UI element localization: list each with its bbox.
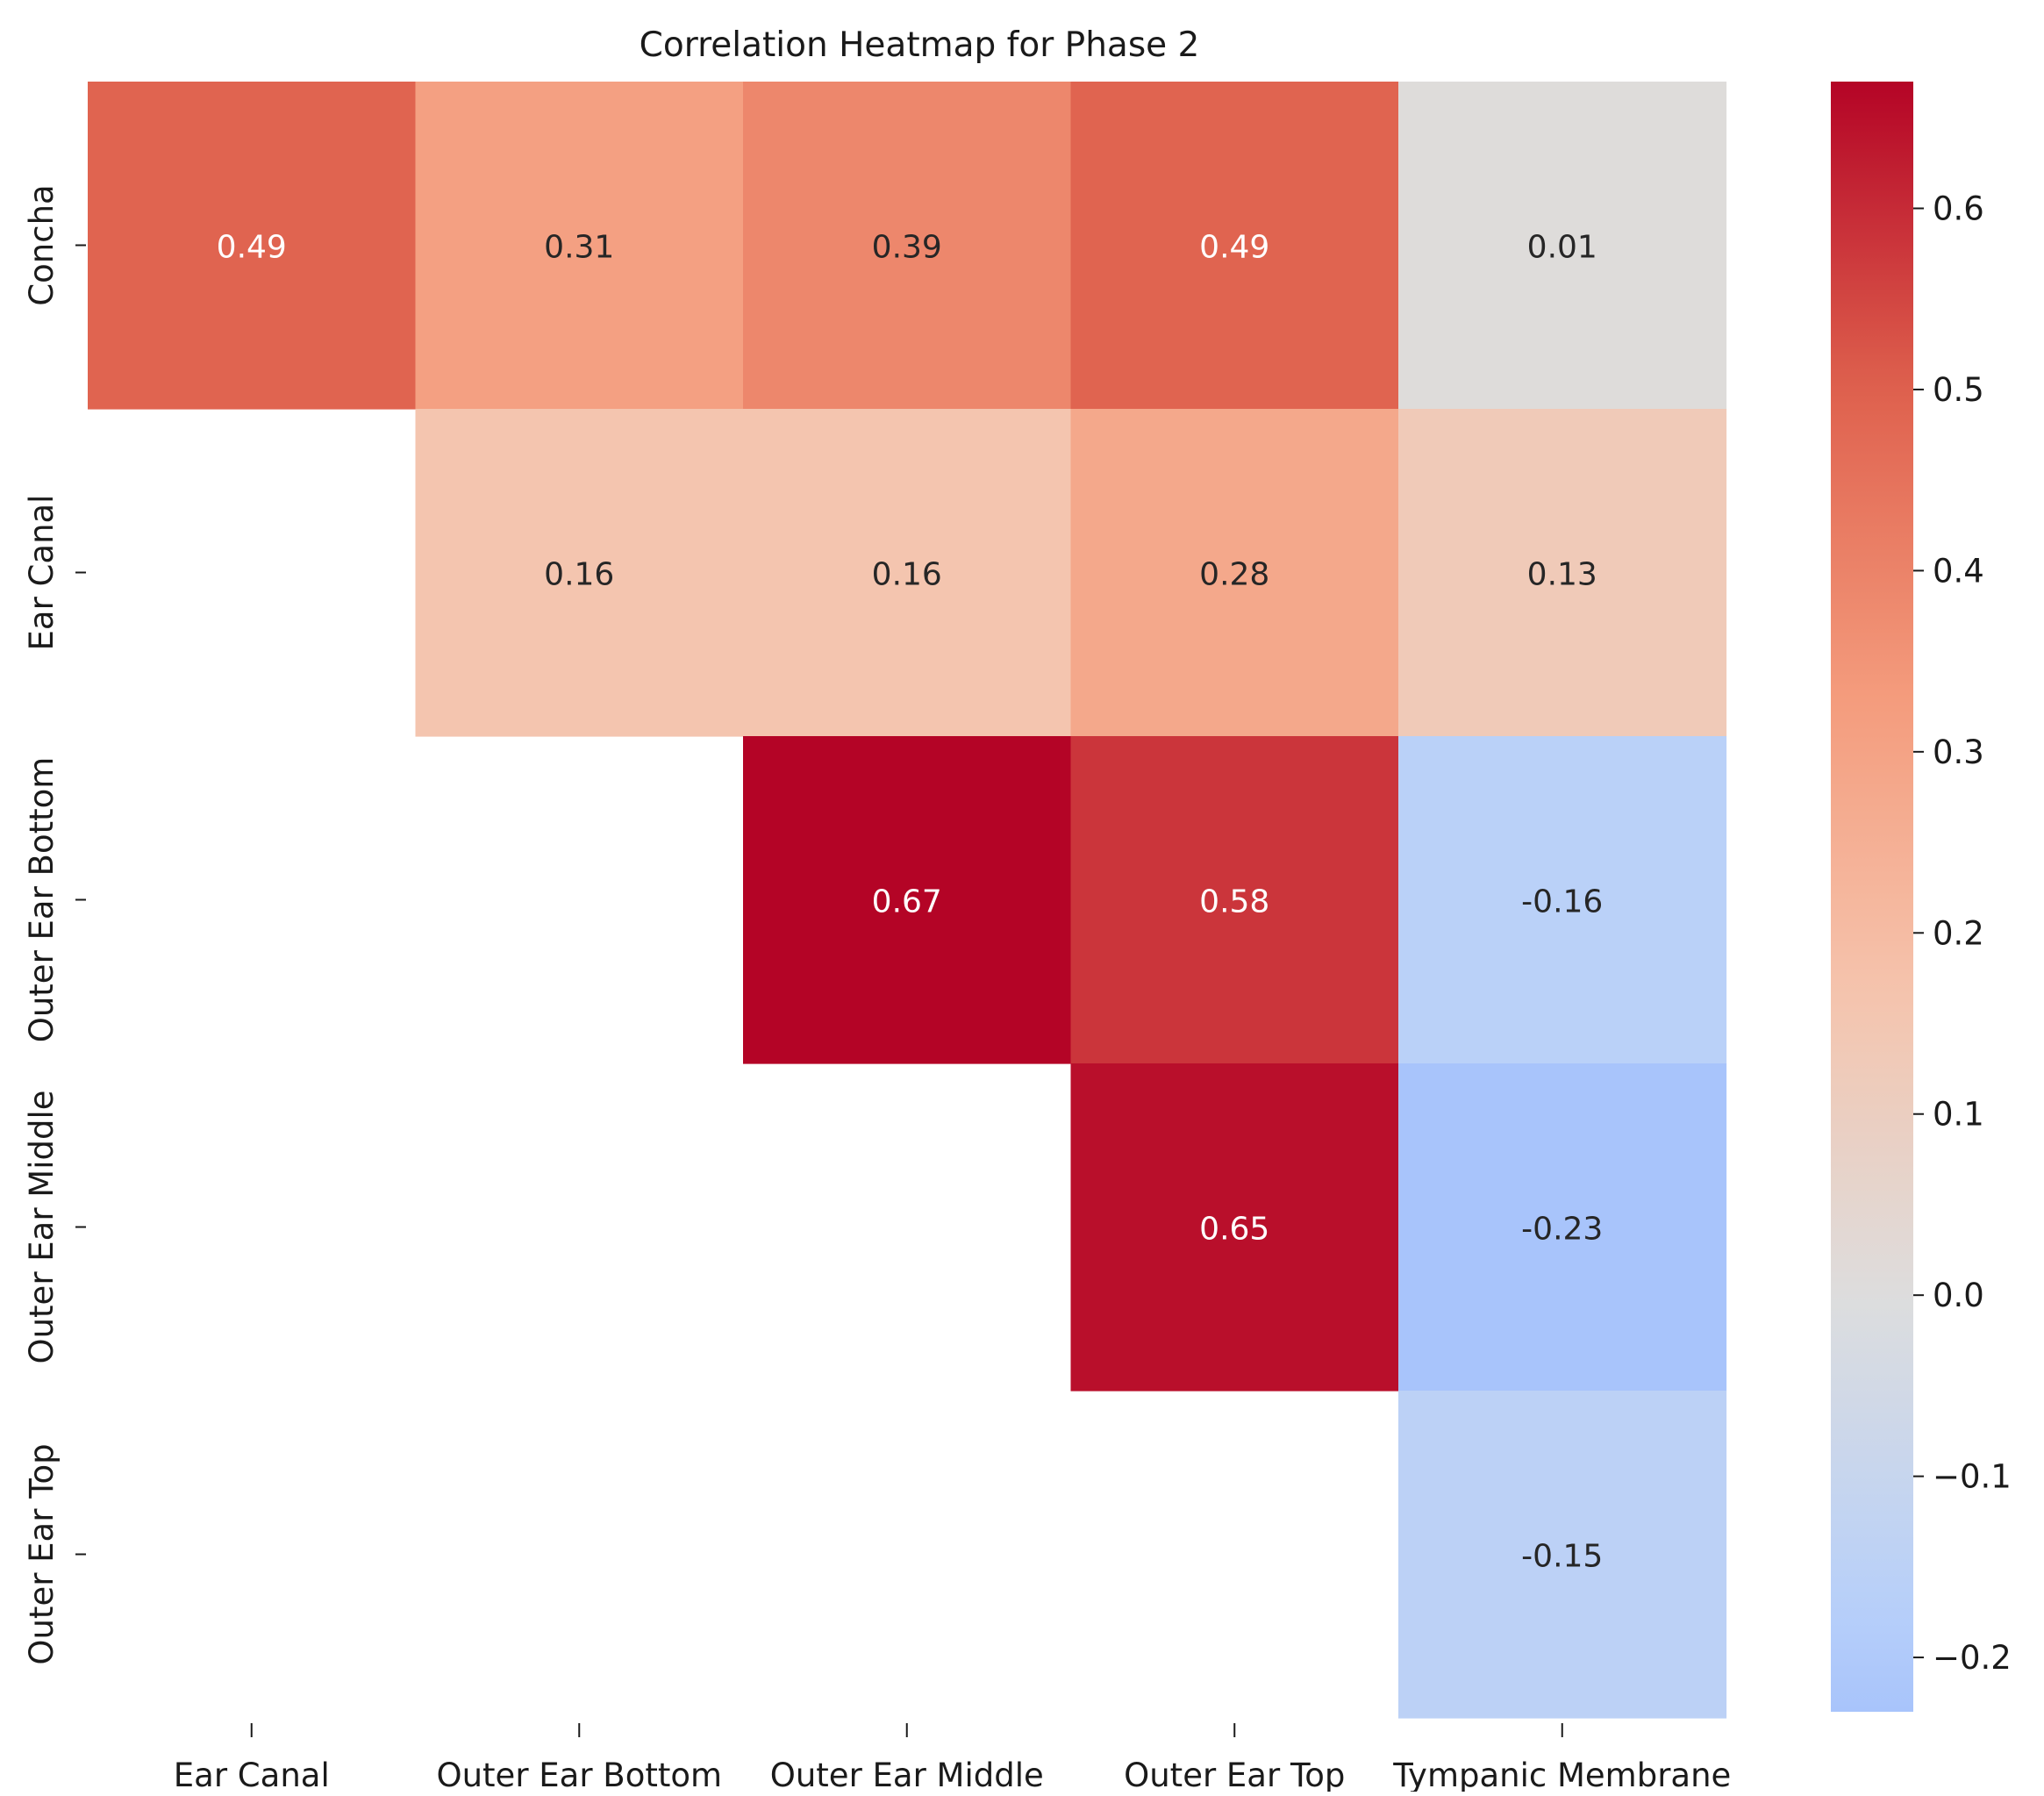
cell-value-label: 0.28 [1199,557,1269,593]
cell-value-label: 0.67 [872,884,942,920]
cell-value-label: 0.13 [1527,557,1597,593]
heatmap-cell [743,736,1072,1064]
y-tick-label: Concha [23,184,61,305]
colorbar-tick-label: 0.2 [1933,914,1984,952]
cell-value-label: 0.01 [1527,230,1597,266]
colorbar-tick-label: −0.2 [1933,1639,2012,1677]
x-tick-label: Ear Canal [174,1757,330,1792]
x-tick-label: Outer Ear Top [1124,1757,1345,1792]
cell-value-label: 0.49 [1199,230,1269,266]
heatmap-cell [1070,409,1399,737]
chart-title: Correlation Heatmap for Phase 2 [640,25,1200,65]
heatmap-cell [1070,736,1399,1064]
cell-value-label: -0.15 [1521,1539,1603,1575]
heatmap-cell [415,82,744,410]
x-tick-label: Outer Ear Middle [770,1757,1044,1792]
heatmap-cell [1398,736,1727,1064]
heatmap-cell [1398,82,1727,410]
heatmap-cell [88,82,417,410]
cell-value-label: -0.23 [1521,1212,1603,1248]
heatmap-cell [743,409,1072,737]
heatmap-cell [1398,1063,1727,1392]
colorbar: −0.2 −0.1 0.0 0.1 0.2 0.3 0.4 0.5 0.6 [1831,82,2012,1712]
y-axis: Concha Ear Canal Outer Ear Bottom Outer Ear… [23,184,86,1665]
cell-annotations: 0.49 0.31 0.39 0.49 0.01 0.16 0.16 0.28 0.13 0.67… [217,230,1604,1575]
cell-value-label: 0.65 [1199,1212,1269,1248]
cell-value-label: 0.58 [1199,884,1269,920]
heatmap-cells [88,82,1727,1719]
heatmap-cell [1398,1391,1727,1719]
colorbar-tick-label: 0.3 [1933,733,1984,771]
heatmap-cell [743,82,1072,410]
heatmap-cell [1398,409,1727,737]
cell-value-label: 0.16 [872,557,942,593]
y-tick-label: Outer Ear Middle [23,1090,61,1363]
heatmap-cell [1070,82,1399,410]
colorbar-tick-label: 0.4 [1933,552,1984,590]
colorbar-tick-label: 0.6 [1933,190,1984,228]
colorbar-tick-label: 0.1 [1933,1096,1984,1134]
cell-value-label: 0.39 [872,230,942,266]
x-axis: Ear Canal Outer Ear Bottom Outer Ear Middl… [174,1723,1731,1794]
x-tick-label: Tympanic Membrane [1392,1757,1731,1792]
y-tick-label: Outer Ear Top [23,1443,61,1664]
y-tick-label: Outer Ear Bottom [23,757,61,1043]
colorbar-tick-label: −0.1 [1933,1458,2012,1496]
cell-value-label: 0.49 [217,230,287,266]
heatmap-cell [415,409,744,737]
colorbar-gradient [1831,82,1913,1712]
x-tick-label: Outer Ear Bottom [436,1757,722,1792]
cell-value-label: 0.31 [544,230,614,266]
colorbar-tick-label: 0.5 [1933,371,1984,409]
cell-value-label: 0.16 [544,557,614,593]
cell-value-label: -0.16 [1521,884,1603,920]
heatmap-cell [1070,1063,1399,1392]
y-tick-label: Ear Canal [23,495,61,651]
colorbar-tick-label: 0.0 [1933,1277,1984,1314]
